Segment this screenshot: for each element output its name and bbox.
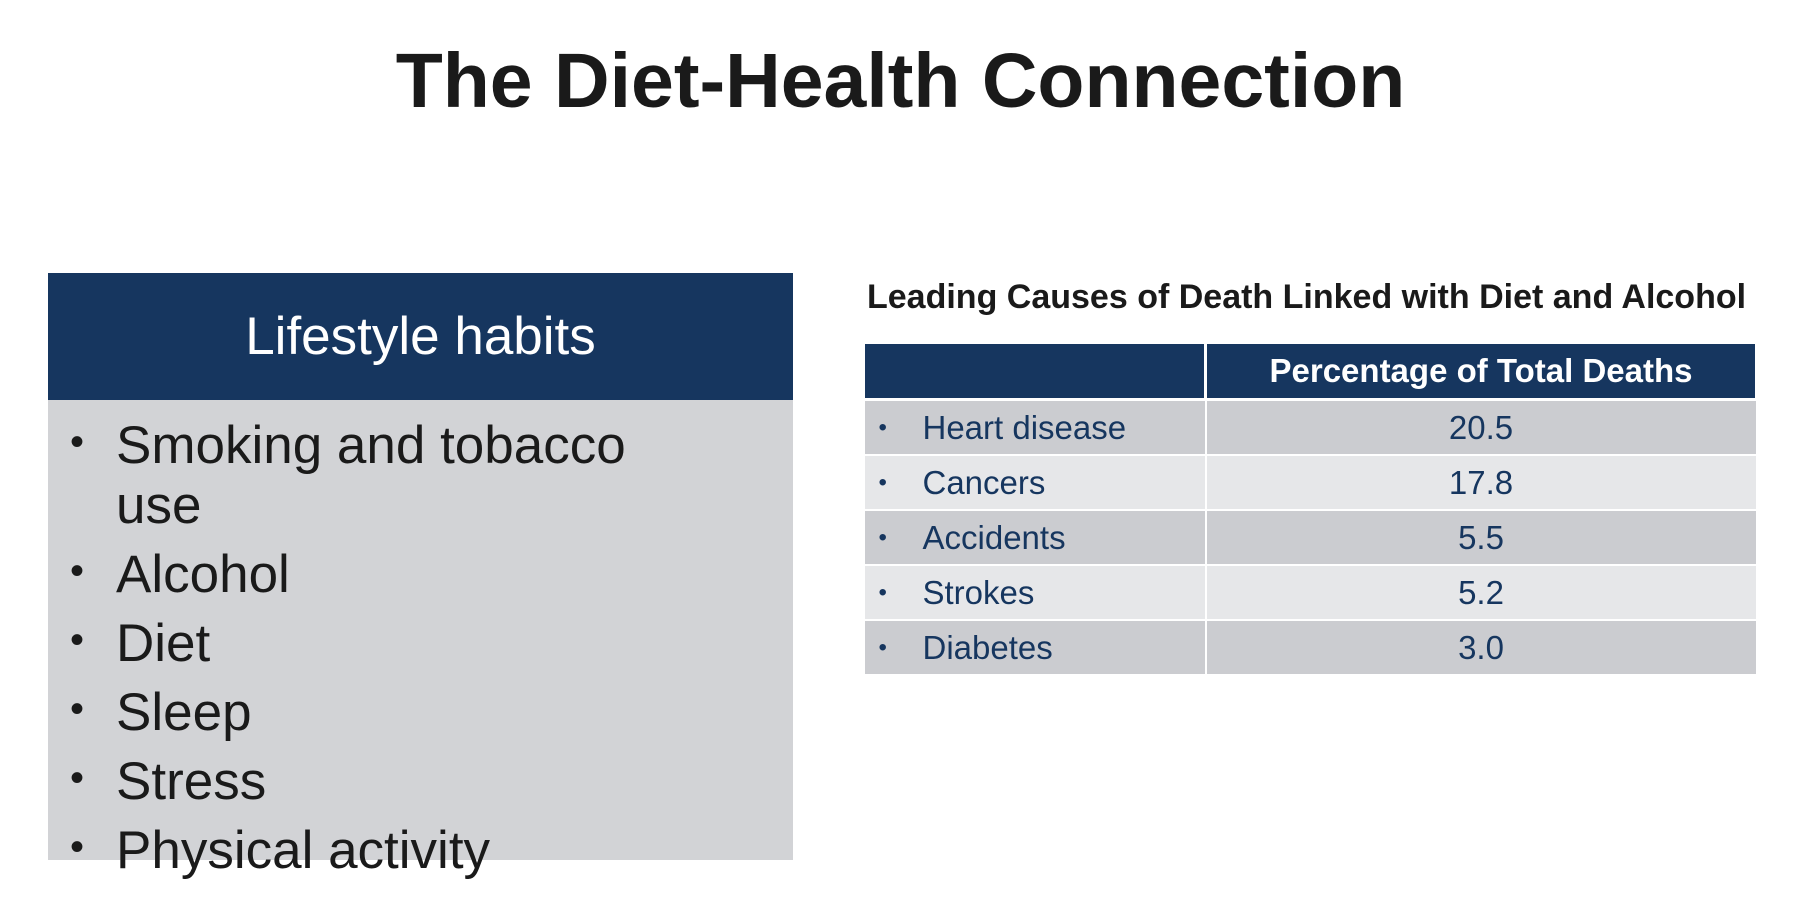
bullet: • xyxy=(878,469,887,496)
cause-cell: • Diabetes xyxy=(862,619,1207,676)
habit-item-smoking: • Smoking and tobacco use xyxy=(48,416,716,536)
percentage-cell: 5.2 xyxy=(1204,564,1758,621)
lifestyle-habits-header: Lifestyle habits xyxy=(48,273,793,400)
bullet: • xyxy=(70,420,85,464)
bullet: • xyxy=(878,414,887,441)
cause-label: Heart disease xyxy=(922,408,1127,446)
percentage-cell: 5.5 xyxy=(1204,509,1758,566)
lifestyle-habits-list: • Smoking and tobacco use • Alcohol • Diet … xyxy=(48,416,793,890)
bullet: • xyxy=(878,524,887,551)
table-title: Leading Causes of Death Linked with Diet… xyxy=(867,278,1747,316)
cause-cell: • Heart disease xyxy=(862,398,1207,456)
habit-label: Stress xyxy=(116,752,267,811)
bullet: • xyxy=(878,579,887,606)
percentage-cell: 17.8 xyxy=(1204,454,1758,511)
slide-title: The Diet-Health Connection xyxy=(395,38,1406,124)
habit-item-alcohol: • Alcohol xyxy=(48,545,716,605)
causes-of-death-table: Percentage of Total Deaths • Heart diseas… xyxy=(862,341,1758,676)
table-header-blank xyxy=(862,341,1207,401)
cause-label: Diabetes xyxy=(922,628,1053,666)
cause-label: Accidents xyxy=(922,518,1066,556)
cause-cell: • Strokes xyxy=(862,564,1207,621)
percentage-cell: 3.0 xyxy=(1204,619,1758,676)
habit-label: Diet xyxy=(116,614,211,673)
cause-cell: • Cancers xyxy=(862,454,1207,511)
habit-item-diet: • Diet xyxy=(48,614,716,674)
bullet: • xyxy=(878,634,887,661)
habit-item-physical-activity: • Physical activity xyxy=(48,821,716,881)
table-row: • Cancers 17.8 xyxy=(862,454,1758,511)
bullet: • xyxy=(70,825,85,869)
table-row: • Accidents 5.5 xyxy=(862,509,1758,566)
percentage-cell: 20.5 xyxy=(1204,398,1758,456)
habit-label: Physical activity xyxy=(116,821,491,880)
bullet: • xyxy=(70,549,85,593)
table-header-percentage: Percentage of Total Deaths xyxy=(1204,341,1758,401)
habit-item-sleep: • Sleep xyxy=(48,683,716,743)
cause-label: Strokes xyxy=(922,573,1035,611)
bullet: • xyxy=(70,618,85,662)
habit-label: Alcohol xyxy=(116,545,290,604)
habit-label: Smoking and tobacco use xyxy=(116,416,626,535)
bullet: • xyxy=(70,687,85,731)
cause-cell: • Accidents xyxy=(862,509,1207,566)
table-row: • Strokes 5.2 xyxy=(862,564,1758,621)
table-header-row: Percentage of Total Deaths xyxy=(862,341,1758,401)
cause-label: Cancers xyxy=(922,463,1046,501)
table-row: • Heart disease 20.5 xyxy=(862,398,1758,456)
lifestyle-habits-box: Lifestyle habits • Smoking and tobacco us… xyxy=(48,273,793,880)
habit-label: Sleep xyxy=(116,683,252,742)
table-row: • Diabetes 3.0 xyxy=(862,619,1758,676)
bullet: • xyxy=(70,756,85,800)
habit-item-stress: • Stress xyxy=(48,752,716,812)
